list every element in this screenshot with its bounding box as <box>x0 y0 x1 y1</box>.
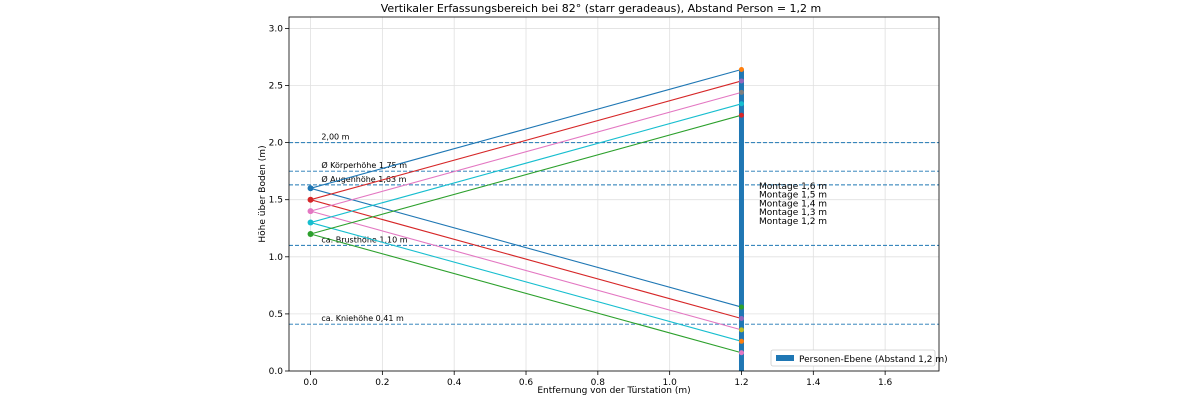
plot-frame <box>288 16 940 372</box>
x-tick-label: 0.8 <box>591 378 606 388</box>
series-lower-line <box>310 187 742 308</box>
x-tick-label: 0.0 <box>303 378 318 388</box>
endpoint-marker <box>738 315 744 321</box>
chart-title: Vertikaler Erfassungsbereich bei 82° (st… <box>381 2 822 15</box>
endpoint-marker <box>738 67 744 73</box>
person-plane <box>738 69 744 372</box>
montage-label: Montage 1,2 m <box>759 217 827 227</box>
x-tick-label: 1.2 <box>734 378 748 388</box>
series-lower-line <box>310 199 742 320</box>
series-upper-line <box>310 68 742 189</box>
series <box>310 68 742 354</box>
legend-label: Personen-Ebene (Abstand 1,2 m) <box>799 355 948 365</box>
reference-label: ca. Brusthöhe 1,10 m <box>321 235 407 244</box>
mount-point <box>307 185 314 192</box>
montage-label: Montage 1,4 m <box>759 199 827 209</box>
x-tick-label: 0.6 <box>519 378 534 388</box>
reference-label: Ø Körperhöhe 1,75 m <box>321 160 407 170</box>
legend-swatch <box>776 355 794 361</box>
endpoint-marker <box>738 327 744 333</box>
reference-label: 2,00 m <box>321 133 349 142</box>
legend-frame <box>770 349 936 367</box>
endpoint-marker <box>738 101 744 107</box>
y-tick-label: 2.0 <box>269 139 284 149</box>
y-tick-label: 2.5 <box>269 82 283 92</box>
endpoint-marker <box>738 350 744 356</box>
mount-point <box>307 196 314 203</box>
x-tick-label: 1.4 <box>806 378 821 388</box>
reference-lines: 2,00 m Ø Körperhöhe 1,75 m Ø Augenhöhe 1,6… <box>289 133 939 325</box>
endpoint-marker <box>738 338 744 344</box>
reference-label: Ø Augenhöhe 1,63 m <box>321 174 406 184</box>
endpoint-marker <box>738 78 744 84</box>
x-tick-label: 1.6 <box>878 378 893 388</box>
legend: Personen-Ebene (Abstand 1,2 m) <box>770 349 948 367</box>
x-tick-label: 0.2 <box>375 378 389 388</box>
y-ticks: 0.0 0.5 1.0 1.5 2.0 2.5 3.0 <box>269 24 289 377</box>
y-tick-label: 1.5 <box>269 196 283 206</box>
series-lower-line <box>310 210 742 331</box>
endpoint-marker <box>738 112 744 118</box>
montage-label: Montage 1,5 m <box>759 191 827 201</box>
x-tick-label: 0.4 <box>447 378 462 388</box>
x-axis-label: Entfernung von der Türstation (m) <box>537 386 690 396</box>
montage-label: Montage 1,6 m <box>759 182 827 192</box>
mount-point <box>307 230 314 237</box>
mount-point <box>307 219 314 226</box>
endpoint-marker <box>738 89 744 95</box>
series-upper-line <box>310 91 742 212</box>
reference-label: ca. Kniehöhe 0,41 m <box>321 314 404 323</box>
x-tick-label: 1.0 <box>662 378 677 388</box>
series-upper-line <box>310 114 742 235</box>
series-upper-line <box>310 103 742 224</box>
y-tick-label: 0.5 <box>269 310 283 320</box>
markers <box>307 67 744 356</box>
y-tick-label: 1.0 <box>269 253 284 263</box>
y-tick-label: 0.0 <box>269 367 284 377</box>
endpoint-marker <box>738 304 744 310</box>
series-lower-line <box>310 222 742 342</box>
mount-point <box>307 208 314 215</box>
y-axis-label: Höhe über Boden (m) <box>258 145 268 242</box>
series-upper-line <box>310 80 742 201</box>
x-ticks: 0.0 0.2 0.4 0.6 0.8 1.0 1.2 1.4 1.6 <box>303 371 893 388</box>
series-lower-line <box>310 233 742 354</box>
y-tick-label: 3.0 <box>269 24 284 34</box>
person-plane-bar <box>738 69 744 372</box>
montage-label: Montage 1,3 m <box>759 208 827 218</box>
